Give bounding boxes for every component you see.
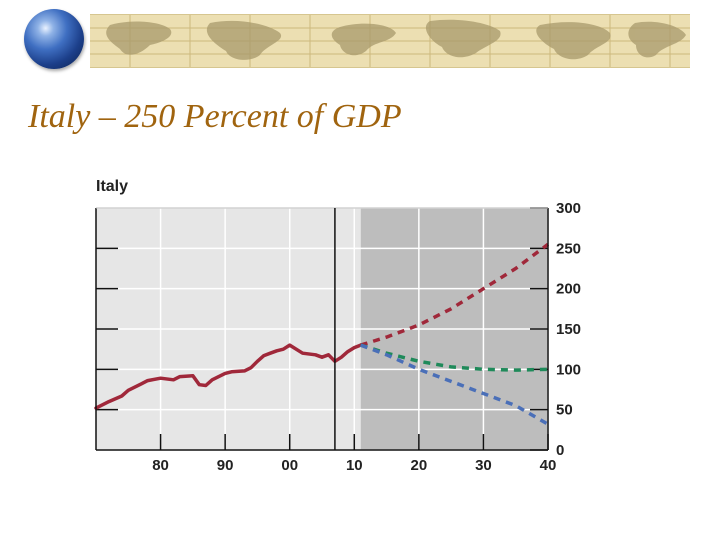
x-tick-label: 30 <box>475 457 492 474</box>
world-map-banner <box>90 14 690 68</box>
world-map-banner-art <box>90 15 690 67</box>
series-line-1 <box>94 343 363 410</box>
debt-chart: Italy 0 50 100 150 200 250 300 80 90 00 10 20 30 40 <box>94 178 581 474</box>
series-line-2 <box>360 242 550 347</box>
banner-continents <box>106 19 686 60</box>
x-tick-label: 40 <box>540 457 557 474</box>
x-tick-label: 80 <box>152 457 169 474</box>
slide-title: Italy – 250 Percent of GDP <box>28 98 402 135</box>
y-tick-label: 0 <box>556 442 564 459</box>
y-tick-label: 250 <box>556 240 581 257</box>
y-tick-label: 50 <box>556 402 573 419</box>
chart-title: Italy <box>96 178 128 195</box>
chart-series <box>94 242 550 426</box>
x-tick-label: 20 <box>411 457 428 474</box>
x-tick-label: 00 <box>281 457 298 474</box>
y-tick-label: 100 <box>556 361 581 378</box>
y-tick-label: 200 <box>556 281 581 298</box>
x-tick-label: 90 <box>217 457 234 474</box>
chart-ticks: 0 50 100 150 200 250 300 80 90 00 10 20 30 40 <box>96 200 581 474</box>
y-tick-label: 150 <box>556 321 581 338</box>
series-line-4 <box>360 343 549 426</box>
globe-icon <box>24 9 84 69</box>
chart-axes <box>95 207 549 451</box>
x-tick-label: 10 <box>346 457 363 474</box>
y-tick-label: 300 <box>556 200 581 217</box>
